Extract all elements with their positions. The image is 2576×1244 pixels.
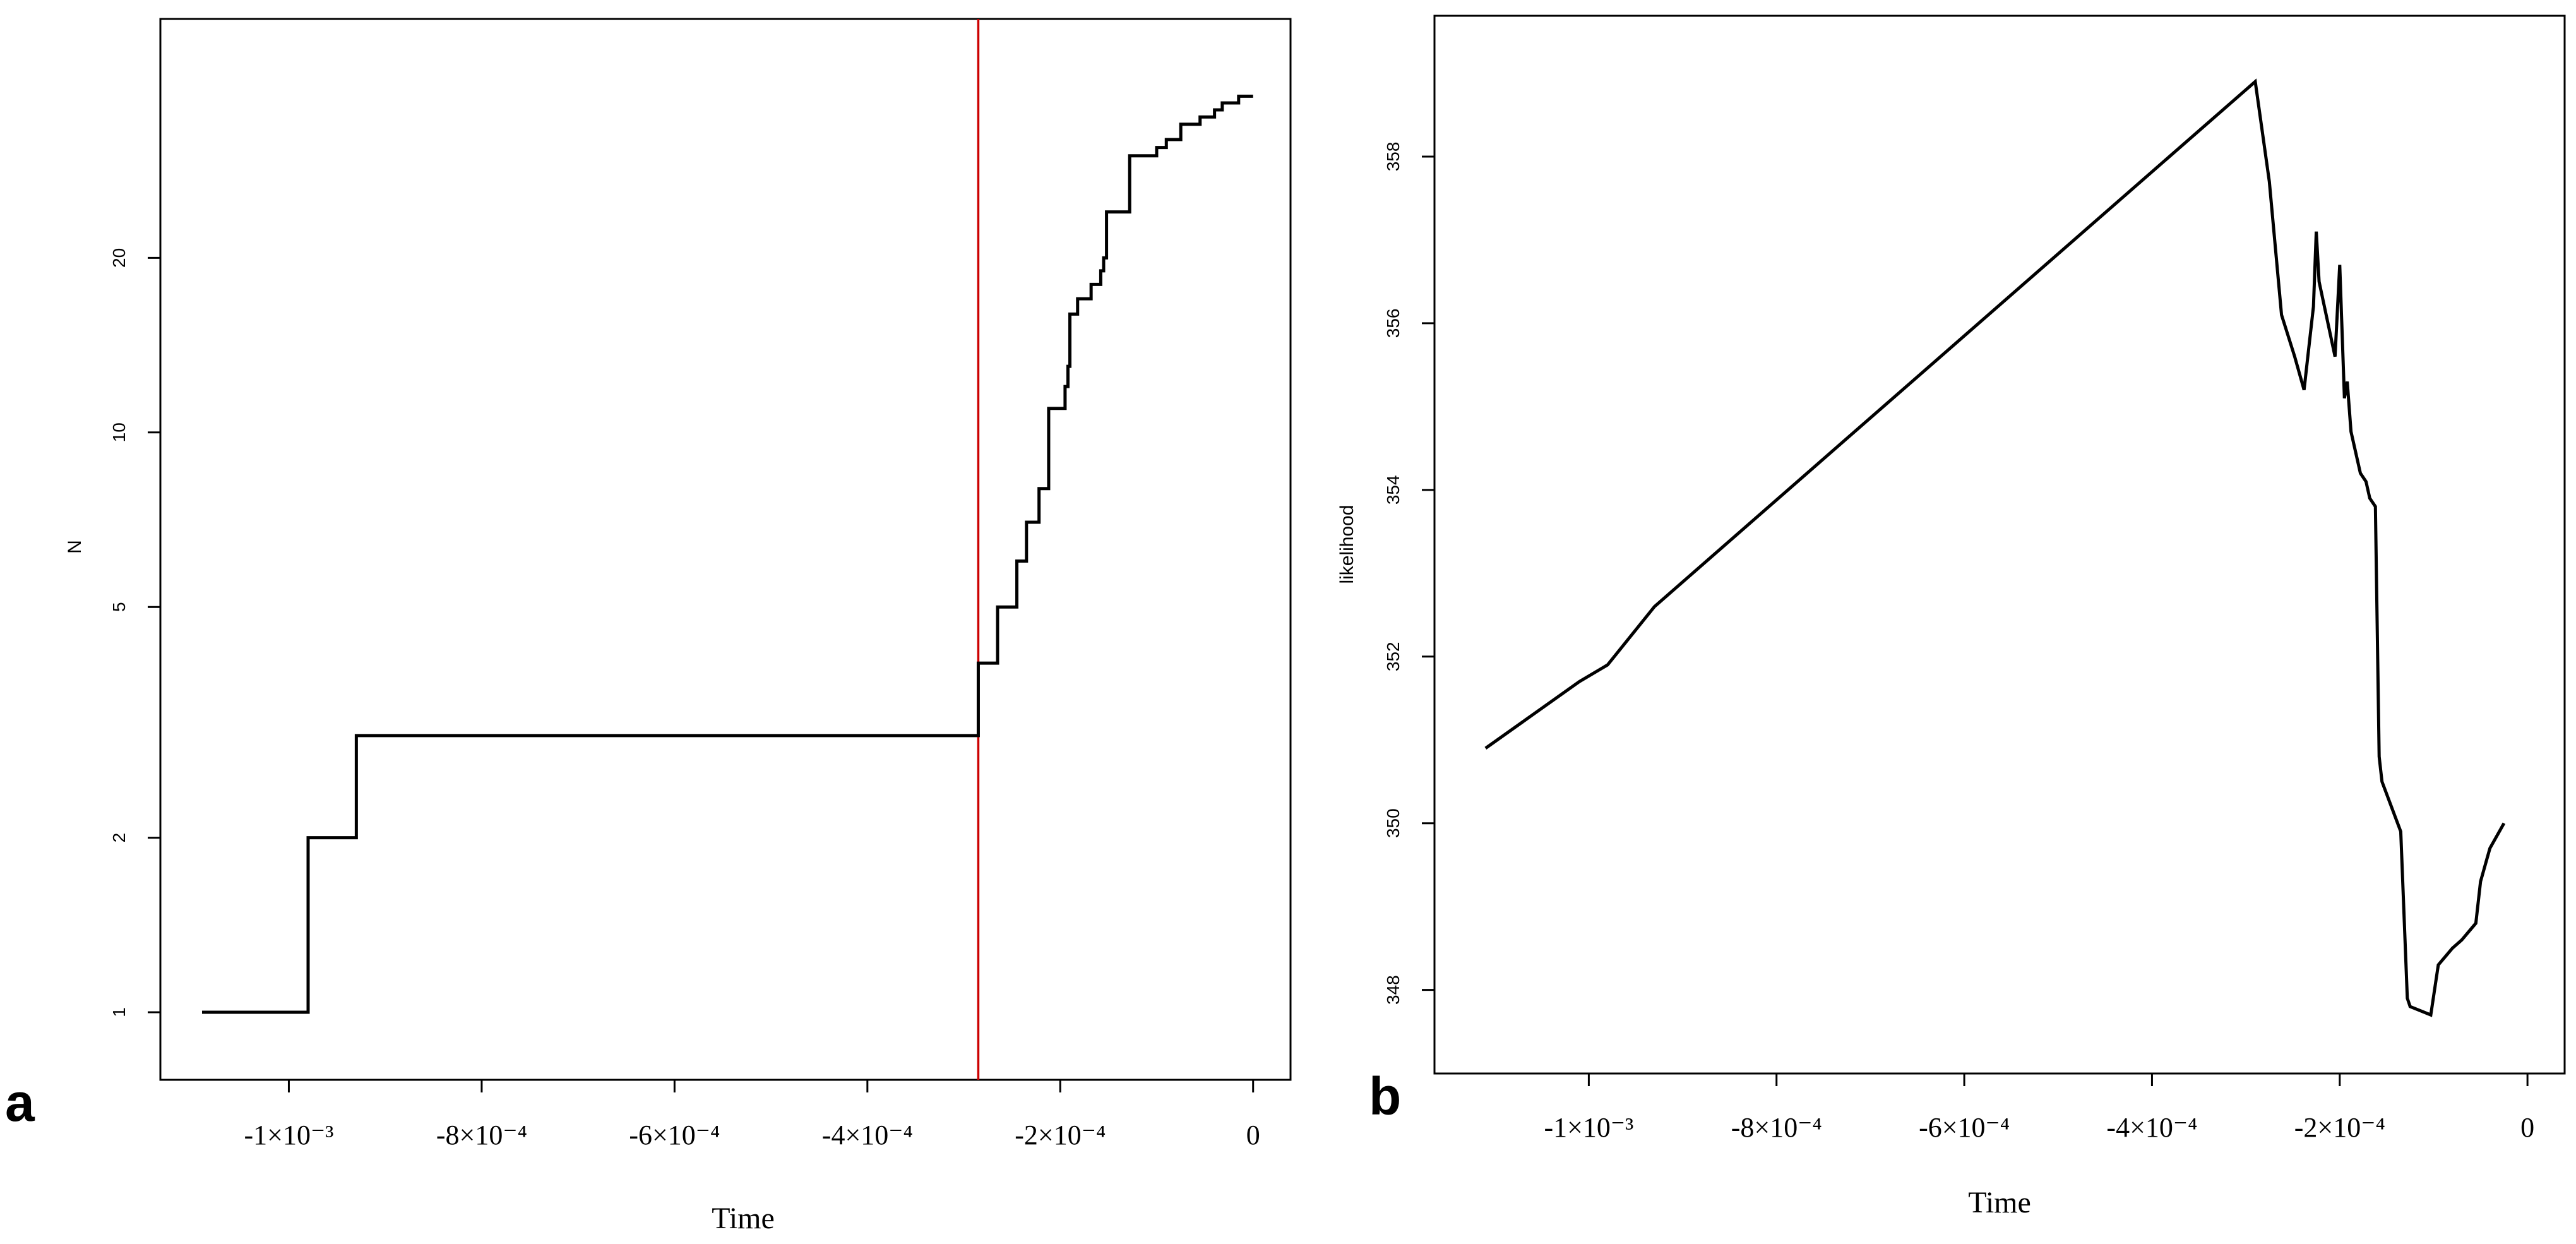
x-axis-title-b: Time xyxy=(1968,1186,2031,1219)
panel-a: -1×10⁻³ -8×10⁻⁴ -6×10⁻⁴ -4×10⁻⁴ -2×10⁻⁴ 0 1 2 5… xyxy=(5,18,1292,1235)
y-tick-label: 1 xyxy=(109,1007,129,1017)
y-tick-label: 2 xyxy=(109,833,129,843)
x-axis-b: -1×10⁻³ -8×10⁻⁴ -6×10⁻⁴ -4×10⁻⁴ -2×10⁻⁴ 0 xyxy=(1544,1074,2534,1143)
y-tick-label: 20 xyxy=(109,248,129,268)
x-tick-label: -6×10⁻⁴ xyxy=(629,1120,720,1151)
x-tick-label: -2×10⁻⁴ xyxy=(1015,1120,1106,1151)
x-tick-label: -8×10⁻⁴ xyxy=(436,1120,527,1151)
y-axis-a: 1 2 5 10 20 xyxy=(109,248,160,1017)
x-tick-label: -4×10⁻⁴ xyxy=(2106,1112,2197,1143)
y-axis-title-a: N xyxy=(64,540,85,554)
x-tick-label: 0 xyxy=(2520,1112,2534,1143)
x-axis-title-a: Time xyxy=(712,1202,775,1235)
y-tick-label: 356 xyxy=(1383,309,1403,338)
series-line xyxy=(202,94,1253,1014)
x-tick-label: -6×10⁻⁴ xyxy=(1919,1112,2010,1143)
series-b xyxy=(1484,78,2506,1017)
y-tick-label: 5 xyxy=(109,602,129,612)
x-axis-a: -1×10⁻³ -8×10⁻⁴ -6×10⁻⁴ -4×10⁻⁴ -2×10⁻⁴ 0 xyxy=(244,1080,1260,1151)
plot-frame-a xyxy=(159,18,1292,1081)
x-tick-label: -2×10⁻⁴ xyxy=(2294,1112,2385,1143)
y-tick-label: 354 xyxy=(1383,475,1403,505)
x-tick-label: 0 xyxy=(1246,1120,1260,1151)
x-tick-label: -1×10⁻³ xyxy=(244,1120,334,1151)
panel-b: -1×10⁻³ -8×10⁻⁴ -6×10⁻⁴ -4×10⁻⁴ -2×10⁻⁴ 0 348… xyxy=(1337,15,2566,1219)
y-tick-label: 352 xyxy=(1383,642,1403,671)
y-tick-label: 348 xyxy=(1383,975,1403,1005)
y-axis-title-b: likelihood xyxy=(1337,505,1357,583)
x-tick-label: -8×10⁻⁴ xyxy=(1731,1112,1822,1143)
panel-label-b: b xyxy=(1369,1067,1401,1126)
x-tick-label: -4×10⁻⁴ xyxy=(822,1120,913,1151)
y-tick-label: 358 xyxy=(1383,142,1403,172)
series-a xyxy=(202,94,1253,1014)
y-axis-b: 348 350 352 354 356 358 xyxy=(1383,142,1434,1005)
panel-label-a: a xyxy=(5,1073,35,1132)
x-tick-label: -1×10⁻³ xyxy=(1544,1112,1633,1143)
y-tick-label: 10 xyxy=(109,422,129,442)
series-line xyxy=(1484,78,2506,1017)
y-tick-label: 350 xyxy=(1383,808,1403,838)
plot-frame-b xyxy=(1433,15,2566,1075)
